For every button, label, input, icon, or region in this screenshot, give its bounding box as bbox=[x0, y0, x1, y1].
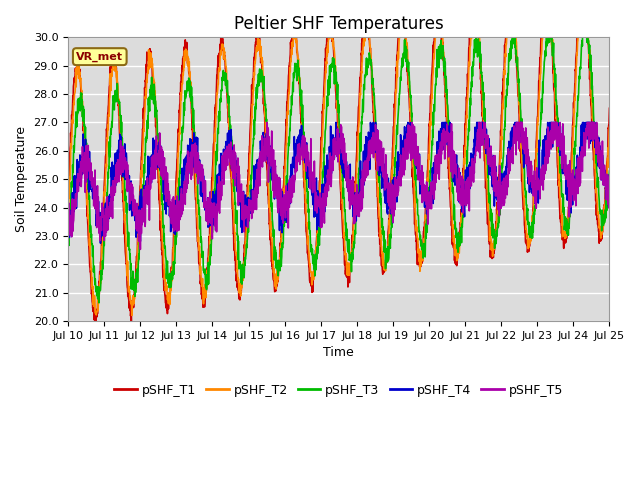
pSHF_T5 bbox=[136, 246, 144, 252]
pSHF_T2 bbox=[573, 52, 581, 58]
X-axis label: Time: Time bbox=[323, 347, 354, 360]
pSHF_T4 bbox=[573, 185, 581, 191]
pSHF_T3 bbox=[496, 199, 504, 205]
pSHF_T5 bbox=[64, 220, 72, 226]
pSHF_T3 bbox=[367, 62, 374, 68]
Legend: pSHF_T1, pSHF_T2, pSHF_T3, pSHF_T4, pSHF_T5: pSHF_T1, pSHF_T2, pSHF_T3, pSHF_T4, pSHF… bbox=[109, 379, 568, 402]
pSHF_T2 bbox=[216, 69, 223, 74]
Line: pSHF_T2: pSHF_T2 bbox=[68, 23, 609, 315]
pSHF_T2 bbox=[497, 149, 504, 155]
pSHF_T4 bbox=[605, 173, 613, 179]
pSHF_T3 bbox=[355, 171, 362, 177]
pSHF_T4 bbox=[497, 199, 504, 204]
pSHF_T4 bbox=[367, 120, 374, 125]
pSHF_T2 bbox=[367, 47, 374, 53]
pSHF_T1 bbox=[605, 106, 613, 111]
pSHF_T4 bbox=[332, 120, 340, 125]
Line: pSHF_T3: pSHF_T3 bbox=[68, 23, 609, 303]
pSHF_T5 bbox=[558, 142, 566, 148]
pSHF_T1 bbox=[573, 32, 581, 37]
pSHF_T4 bbox=[216, 164, 223, 169]
pSHF_T2 bbox=[64, 211, 72, 216]
pSHF_T1 bbox=[64, 184, 72, 190]
pSHF_T5 bbox=[605, 174, 613, 180]
pSHF_T2 bbox=[355, 124, 362, 130]
pSHF_T5 bbox=[263, 120, 271, 125]
pSHF_T1 bbox=[355, 103, 363, 109]
pSHF_T3 bbox=[582, 20, 589, 26]
pSHF_T4 bbox=[64, 222, 72, 228]
pSHF_T2 bbox=[363, 20, 371, 26]
pSHF_T2 bbox=[558, 212, 566, 217]
pSHF_T4 bbox=[558, 143, 566, 148]
pSHF_T5 bbox=[497, 204, 504, 210]
pSHF_T5 bbox=[216, 208, 223, 214]
pSHF_T1 bbox=[324, 20, 332, 26]
pSHF_T3 bbox=[216, 108, 223, 114]
pSHF_T1 bbox=[558, 234, 566, 240]
pSHF_T2 bbox=[605, 124, 613, 130]
pSHF_T1 bbox=[497, 142, 504, 148]
pSHF_T3 bbox=[64, 234, 72, 240]
Line: pSHF_T4: pSHF_T4 bbox=[68, 122, 609, 243]
pSHF_T4 bbox=[355, 199, 363, 205]
pSHF_T3 bbox=[573, 110, 580, 116]
Line: pSHF_T1: pSHF_T1 bbox=[68, 23, 609, 321]
Text: VR_met: VR_met bbox=[76, 51, 124, 62]
Line: pSHF_T5: pSHF_T5 bbox=[68, 122, 609, 249]
pSHF_T5 bbox=[367, 137, 374, 143]
Y-axis label: Soil Temperature: Soil Temperature bbox=[15, 126, 28, 232]
pSHF_T3 bbox=[558, 192, 566, 198]
pSHF_T4 bbox=[97, 240, 104, 246]
Title: Peltier SHF Temperatures: Peltier SHF Temperatures bbox=[234, 15, 444, 33]
pSHF_T5 bbox=[573, 175, 581, 180]
pSHF_T5 bbox=[355, 193, 363, 199]
pSHF_T3 bbox=[605, 168, 613, 174]
pSHF_T1 bbox=[92, 318, 100, 324]
pSHF_T1 bbox=[367, 46, 374, 51]
pSHF_T2 bbox=[128, 312, 136, 318]
pSHF_T3 bbox=[95, 300, 103, 306]
pSHF_T1 bbox=[216, 50, 223, 56]
